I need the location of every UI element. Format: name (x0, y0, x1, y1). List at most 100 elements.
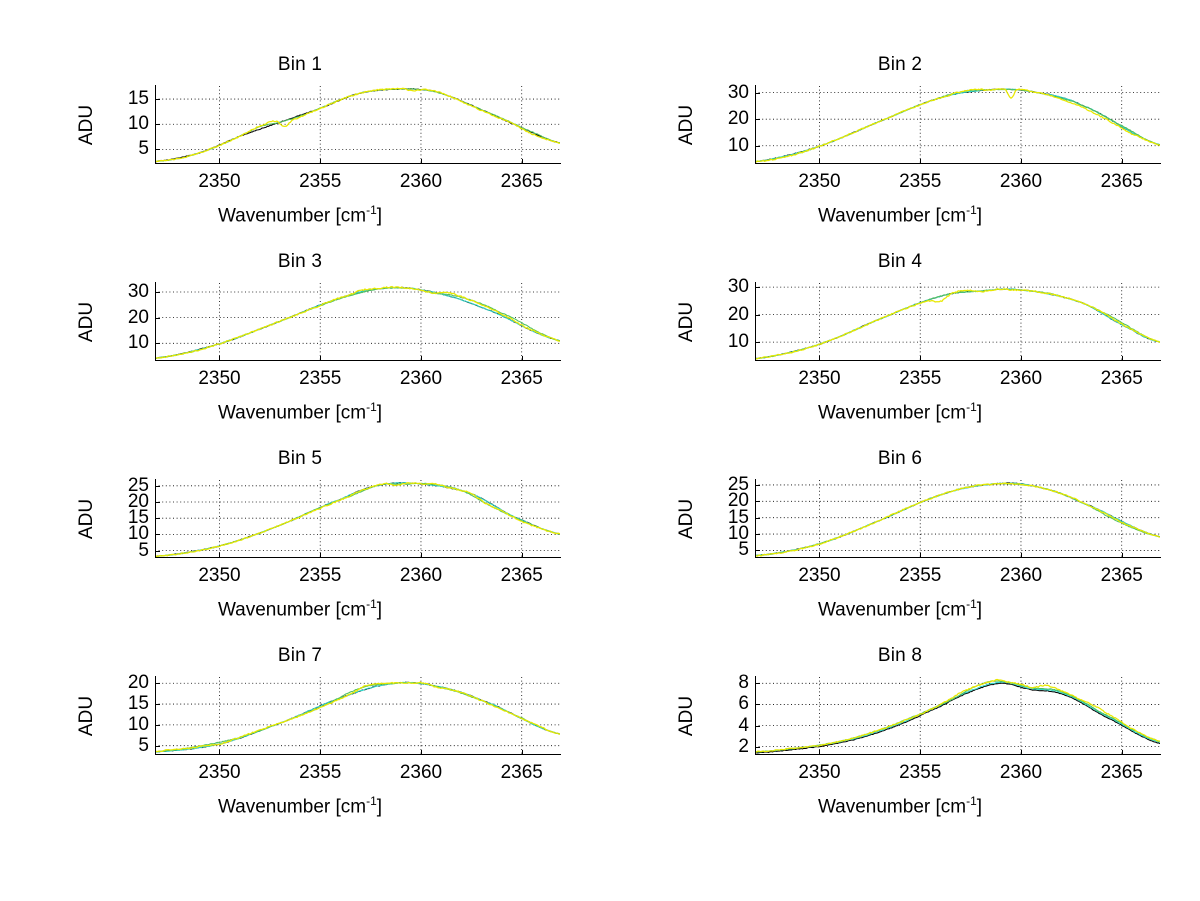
x-axis-title: Wavenumber [cm-1] (600, 400, 1200, 424)
x-tick-mark (1021, 750, 1022, 755)
y-tick-label: 2 (738, 735, 749, 757)
series-cyan (155, 286, 560, 359)
y-tick-mark (755, 315, 760, 316)
x-axis-title-suffix: ] (976, 796, 983, 818)
x-axis-title-prefix: Wavenumber [cm (217, 599, 367, 621)
x-tick-mark (320, 750, 321, 755)
panel-bin-2: Bin 2 10 20 30 2350 2355 2360 2365 ADU Wavenumber… (600, 46, 1200, 246)
x-tick-label: 2365 (500, 565, 543, 586)
x-tick-label: 2365 (1100, 762, 1143, 783)
series-cyan (755, 681, 1160, 753)
x-axis-line (755, 754, 1161, 755)
x-axis-title: Wavenumber [cm-1] (0, 203, 600, 227)
panel-bin-5: Bin 5 5 10 15 20 25 2350 2355 2360 2365 ADU Wavenum… (0, 440, 600, 640)
y-tick-label: 8 (738, 672, 749, 694)
y-tick-label: 20 (727, 490, 749, 512)
x-tick-mark (920, 159, 921, 164)
y-tick-label: 25 (727, 473, 749, 495)
y-axis-title: ADU (76, 695, 97, 736)
panel-title-bin-8: Bin 8 (877, 645, 923, 666)
x-axis-title: Wavenumber [cm-1] (0, 597, 600, 621)
x-tick-label: 2365 (1100, 368, 1143, 389)
x-tick-label: 2360 (399, 171, 443, 192)
axes-bin-3 (155, 282, 561, 361)
x-axis-line (755, 557, 1161, 558)
series-yellow (155, 681, 560, 753)
series-black (155, 87, 560, 163)
plot-canvas-bin-8 (755, 677, 1160, 754)
y-tick-label: 6 (738, 693, 749, 715)
y-tick-mark (155, 746, 160, 747)
panel-title-bin-1: Bin 1 (277, 54, 323, 75)
x-tick-label: 2360 (999, 565, 1043, 586)
x-axis-title: Wavenumber [cm-1] (600, 597, 1200, 621)
x-axis-title-exponent: -1 (966, 794, 977, 808)
x-axis-title-suffix: ] (376, 599, 383, 621)
y-tick-label: 5 (138, 539, 149, 561)
x-axis-line (155, 754, 561, 755)
axes-bin-6 (755, 479, 1161, 558)
plot-canvas-bin-7 (155, 677, 560, 754)
axes-bin-7 (155, 676, 561, 755)
y-tick-mark (755, 93, 760, 94)
series-yellow (755, 288, 1160, 360)
y-tick-label: 15 (127, 507, 149, 529)
series-black (755, 88, 1160, 163)
y-axis-title: ADU (676, 301, 697, 342)
y-axis-title: ADU (76, 301, 97, 342)
panel-bin-3: Bin 3 10 20 30 2350 2355 2360 2365 ADU Wavenumber… (0, 243, 600, 443)
panel-bin-8: Bin 8 2 4 6 8 2350 2355 2360 2365 ADU Wavenumber [… (600, 637, 1200, 837)
series-yellow (755, 88, 1160, 163)
x-tick-mark (920, 553, 921, 558)
x-tick-mark (320, 356, 321, 361)
x-tick-mark (1122, 159, 1123, 164)
y-tick-mark (755, 550, 760, 551)
x-tick-mark (1122, 356, 1123, 361)
x-tick-label: 2350 (798, 368, 841, 389)
x-tick-mark (320, 159, 321, 164)
x-axis-title: Wavenumber [cm-1] (600, 203, 1200, 227)
x-axis-title: Wavenumber [cm-1] (600, 794, 1200, 818)
y-tick-mark (755, 534, 760, 535)
x-axis-title-prefix: Wavenumber [cm (817, 402, 967, 424)
x-tick-label: 2355 (299, 565, 342, 586)
y-tick-label: 15 (127, 693, 149, 715)
x-axis-title-prefix: Wavenumber [cm (217, 402, 367, 424)
x-tick-label: 2365 (1100, 171, 1143, 192)
panel-bin-6: Bin 6 5 10 15 20 25 2350 2355 2360 2365 ADU Wavenum… (600, 440, 1200, 640)
x-axis-title-prefix: Wavenumber [cm (817, 599, 967, 621)
y-tick-mark (155, 124, 160, 125)
y-axis-title: ADU (676, 695, 697, 736)
panel-title-bin-6: Bin 6 (877, 448, 923, 469)
x-tick-label: 2350 (198, 368, 241, 389)
x-tick-mark (421, 159, 422, 164)
series-green (755, 680, 1160, 753)
series-yellow (155, 481, 560, 557)
y-tick-label: 10 (127, 713, 149, 735)
x-tick-label: 2360 (399, 565, 443, 586)
y-tick-mark (755, 518, 760, 519)
x-axis-line (155, 360, 561, 361)
x-axis-title-suffix: ] (976, 205, 983, 227)
series-yellow (155, 87, 560, 163)
x-tick-mark (219, 159, 220, 164)
x-axis-title: Wavenumber [cm-1] (0, 400, 600, 424)
x-tick-mark (920, 356, 921, 361)
y-tick-mark (155, 502, 160, 503)
x-tick-mark (1021, 159, 1022, 164)
y-tick-label: 10 (727, 134, 749, 156)
y-tick-label: 25 (127, 474, 149, 496)
x-tick-label: 2350 (798, 762, 841, 783)
x-tick-label: 2360 (999, 762, 1043, 783)
x-tick-label: 2355 (299, 171, 342, 192)
panel-title-bin-7: Bin 7 (277, 645, 323, 666)
x-axis-title-exponent: -1 (366, 597, 377, 611)
x-axis-title-prefix: Wavenumber [cm (817, 205, 967, 227)
series-green (755, 88, 1160, 162)
y-tick-label: 10 (127, 113, 149, 135)
y-tick-mark (755, 342, 760, 343)
x-tick-mark (819, 553, 820, 558)
axes-bin-4 (755, 282, 1161, 361)
y-tick-mark (755, 726, 760, 727)
x-axis-line (155, 557, 561, 558)
